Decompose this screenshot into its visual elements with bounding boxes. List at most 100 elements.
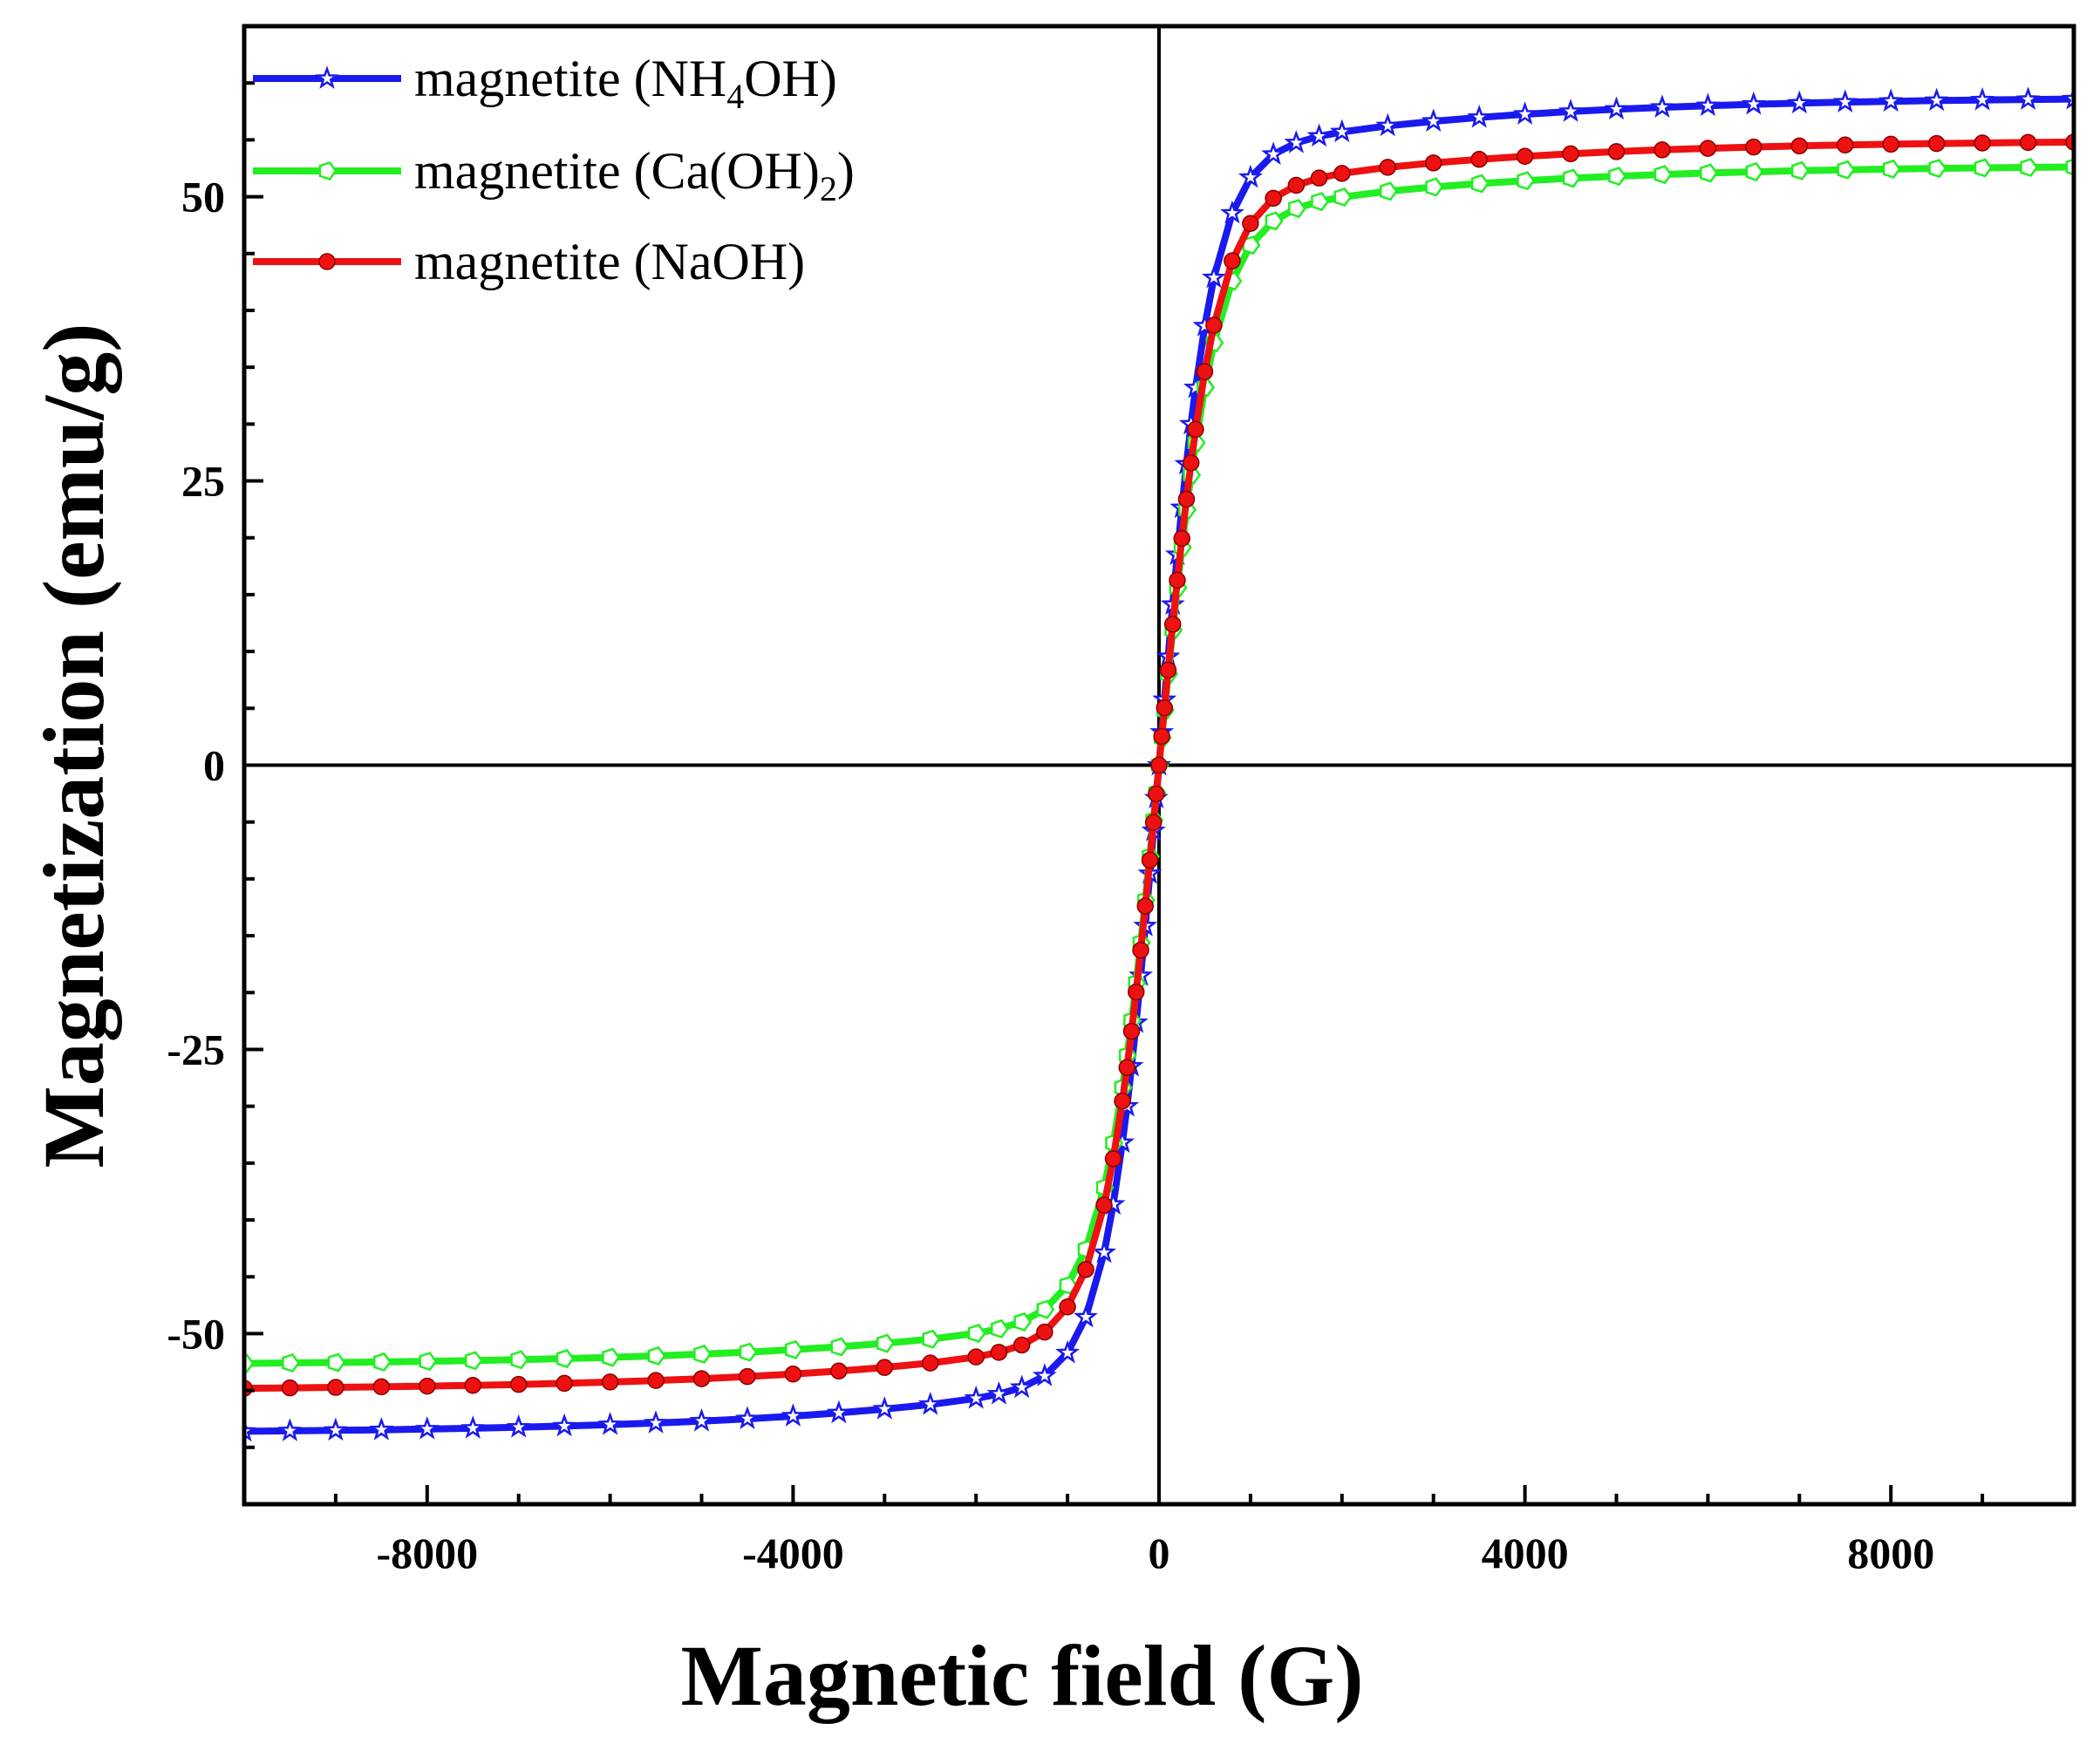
data-point-2-38	[1169, 571, 1186, 589]
data-point-1-58	[1700, 163, 1718, 183]
data-point-2-19	[1036, 1323, 1053, 1341]
data-point-2-59	[1745, 138, 1762, 156]
data-point-0-49	[1306, 123, 1332, 147]
data-point-1-4	[419, 1352, 438, 1372]
data-point-2-14	[876, 1359, 894, 1376]
data-point-2-48	[1287, 176, 1306, 194]
data-point-0-65	[2015, 86, 2041, 111]
data-point-0-10	[689, 1407, 714, 1432]
data-point-1-59	[1745, 161, 1764, 181]
data-point-0-56	[1604, 96, 1629, 120]
data-point-0-17	[986, 1380, 1012, 1405]
data-point-2-15	[922, 1354, 939, 1372]
data-point-1-55	[1562, 168, 1581, 188]
data-point-2-56	[1607, 143, 1626, 160]
y-tick-label-1: -25	[167, 1025, 225, 1073]
data-point-0-5	[460, 1415, 486, 1439]
data-point-2-6	[509, 1375, 528, 1393]
data-point-2-53	[1470, 150, 1488, 168]
data-point-2-65	[2019, 133, 2037, 152]
data-point-0-14	[872, 1396, 897, 1420]
data-point-2-21	[1077, 1261, 1094, 1278]
data-point-0-52	[1421, 108, 1446, 132]
data-point-1-10	[693, 1344, 712, 1364]
legend-label-1: magnetite (Ca(OH)2)	[414, 142, 855, 208]
axes-layer: -8000 -4000 0 4000 8000 -50 -25 0 25 50	[167, 24, 2076, 1577]
data-point-2-8	[601, 1373, 619, 1391]
data-point-1-54	[1517, 171, 1536, 191]
data-point-0-64	[1970, 86, 1995, 111]
x-tick-label-0: -8000	[376, 1529, 478, 1577]
data-point-1-60	[1790, 160, 1810, 181]
legend-entry-2: magnetite (NaOH)	[253, 233, 805, 290]
data-point-1-62	[1882, 159, 1901, 179]
data-point-2-22	[1095, 1196, 1113, 1214]
data-point-1-48	[1288, 199, 1306, 219]
data-point-2-39	[1173, 529, 1190, 548]
data-point-1-11	[739, 1342, 758, 1362]
data-point-2-42	[1187, 420, 1204, 439]
data-point-0-15	[917, 1392, 943, 1415]
data-point-2-29	[1136, 897, 1155, 915]
data-point-2-11	[739, 1367, 756, 1386]
data-point-1-61	[1837, 160, 1856, 180]
y-tick-label-4: 50	[181, 173, 225, 221]
data-point-2-45	[1224, 252, 1241, 269]
data-point-2-25	[1118, 1059, 1136, 1077]
data-point-0-11	[734, 1406, 760, 1430]
data-point-2-50	[1333, 165, 1351, 182]
data-point-1-8	[602, 1347, 621, 1367]
data-point-1-56	[1608, 167, 1627, 187]
x-tick-label-3: 4000	[1482, 1529, 1569, 1577]
data-point-2-28	[1132, 941, 1149, 959]
data-point-0-66	[2062, 85, 2074, 110]
data-point-0-22	[1092, 1239, 1117, 1264]
data-point-0-62	[1878, 88, 1904, 112]
legend-entry-1: magnetite (Ca(OH)2)	[253, 142, 855, 208]
data-point-1-13	[830, 1337, 849, 1357]
data-point-1-51	[1379, 181, 1398, 201]
data-point-0-0	[244, 1418, 257, 1442]
data-point-2-64	[1974, 134, 1991, 152]
data-point-1-63	[1928, 159, 1947, 179]
data-point-2-17	[990, 1344, 1008, 1361]
data-point-2-52	[1424, 154, 1442, 172]
data-point-0-19	[1032, 1363, 1057, 1386]
data-point-1-16	[967, 1324, 986, 1343]
data-point-2-37	[1163, 616, 1182, 633]
data-point-0-18	[1009, 1374, 1034, 1399]
data-point-2-20	[1059, 1298, 1076, 1316]
data-point-2-12	[784, 1365, 802, 1383]
data-point-1-65	[2020, 158, 2039, 177]
data-point-2-23	[1104, 1150, 1122, 1168]
data-point-2-26	[1122, 1022, 1141, 1040]
data-point-0-3	[369, 1417, 394, 1441]
data-point-2-1	[281, 1379, 299, 1397]
x-axis-title: Magnetic field (G)	[680, 1627, 1363, 1724]
x-tick-label-4: 8000	[1847, 1529, 1934, 1577]
data-point-1-50	[1333, 187, 1353, 207]
data-point-1-12	[785, 1339, 803, 1359]
data-point-2-34	[1153, 727, 1170, 746]
data-point-2-55	[1562, 145, 1579, 163]
data-point-0-58	[1695, 92, 1721, 117]
data-point-2-35	[1156, 699, 1174, 717]
data-point-0-51	[1375, 112, 1401, 137]
data-point-0-6	[506, 1414, 531, 1438]
data-point-0-50	[1329, 119, 1354, 143]
data-point-1-5	[464, 1351, 483, 1371]
data-point-0-8	[597, 1412, 623, 1435]
data-point-2-36	[1159, 661, 1177, 679]
data-point-1-57	[1653, 165, 1673, 185]
data-point-0-45	[1220, 200, 1244, 224]
data-point-0-46	[1238, 164, 1263, 188]
data-point-2-32	[1148, 785, 1165, 803]
data-point-0-63	[1924, 87, 1949, 112]
data-point-0-13	[826, 1400, 851, 1424]
data-point-0-7	[552, 1413, 577, 1437]
data-point-2-5	[464, 1376, 481, 1394]
legend-entry-0: magnetite (NH4OH)	[253, 50, 837, 116]
data-point-2-18	[1012, 1336, 1031, 1354]
data-point-1-1	[282, 1353, 300, 1373]
